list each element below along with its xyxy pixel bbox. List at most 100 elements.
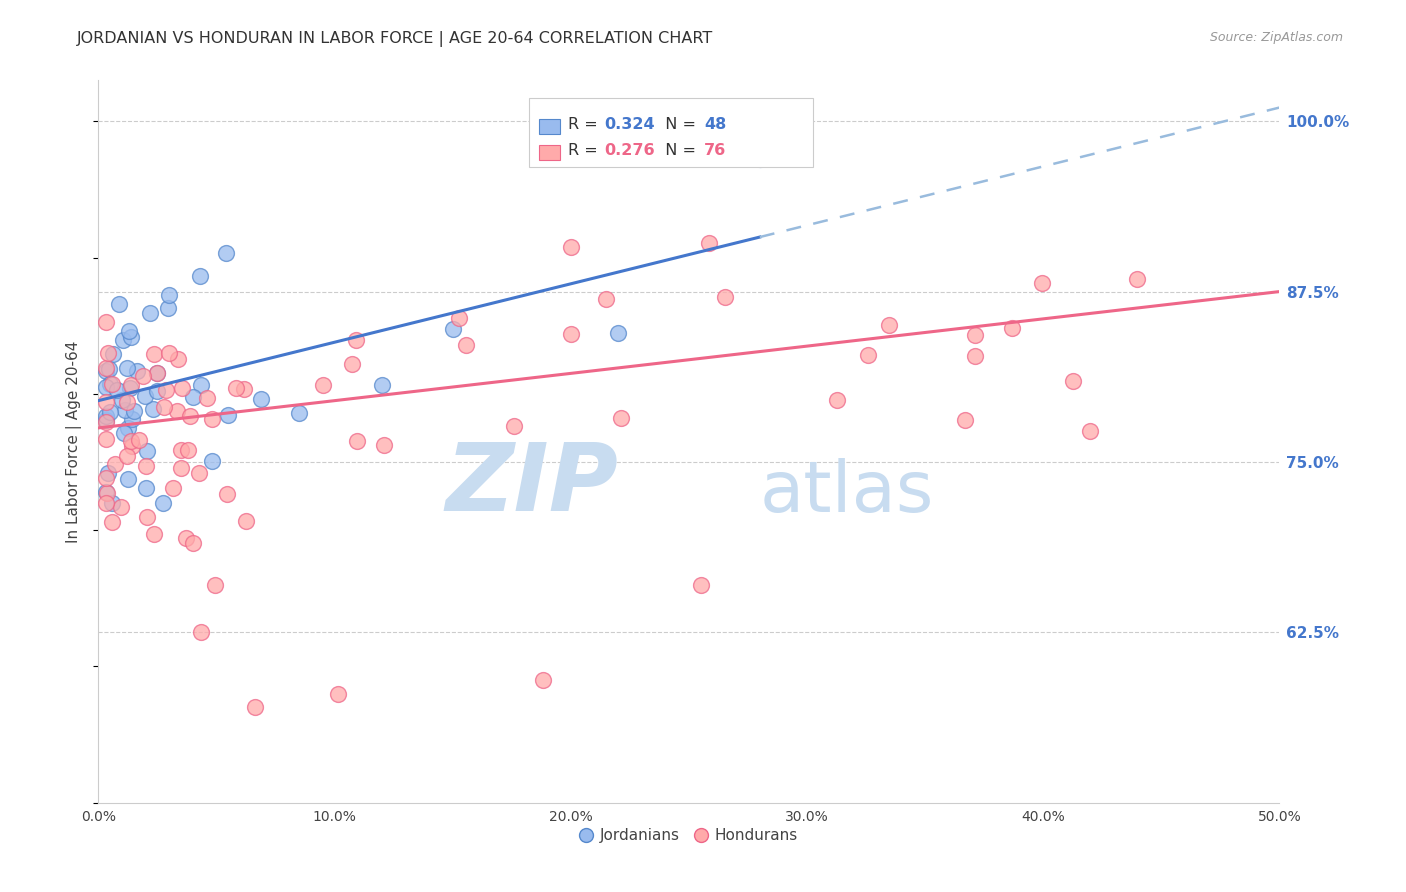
Point [135,444,157,458]
Point [965,349,987,363]
Point [97,361,120,376]
Point [170,461,193,475]
Text: N =: N = [655,143,700,158]
Point [1126,272,1149,286]
Text: ZIP: ZIP [446,439,619,531]
Text: 0.276: 0.276 [605,143,655,158]
Bar [530,98,813,167]
Point [96,486,118,500]
Point [146,366,169,380]
Point [172,381,194,395]
Point [326,687,349,701]
Point [108,297,131,311]
Point [94,485,117,500]
Point [121,439,143,453]
Point [162,481,184,495]
Point [146,366,169,380]
Point [344,333,367,347]
Point [120,330,142,344]
Point [111,392,134,407]
Point [346,434,368,448]
Point [115,449,138,463]
Point [112,426,135,441]
Point [502,418,524,433]
Point [120,434,142,448]
Point [94,360,117,375]
Point [94,364,117,378]
Point [166,351,188,366]
Point [232,382,254,396]
Point [101,376,124,391]
Point [856,348,879,362]
Point [177,443,200,458]
Point [166,404,188,418]
Point [560,327,582,342]
Text: JORDANIAN VS HONDURAN IN LABOR FORCE | AGE 20-64 CORRELATION CHART: JORDANIAN VS HONDURAN IN LABOR FORCE | A… [77,31,714,47]
Point [152,496,174,510]
Point [94,409,117,423]
Point [748,153,770,167]
Point [714,290,737,304]
Point [454,337,477,351]
Point [135,458,157,473]
Point [94,315,117,329]
Point [447,311,470,326]
Point [111,333,134,347]
Point [249,392,271,406]
Point [101,346,124,360]
Point [94,415,117,429]
Point [879,318,901,332]
Point [100,515,122,529]
Point [118,381,141,395]
Text: atlas: atlas [759,458,934,526]
Point [143,347,166,361]
Bar [538,145,560,160]
Point [1031,277,1053,291]
Point [104,457,127,471]
Point [235,514,257,528]
Point [288,406,311,420]
Point [1080,424,1102,438]
Point [179,409,201,424]
Point [531,673,554,687]
Point [142,401,165,416]
Point [560,240,582,254]
Point [181,536,204,550]
Text: 0.324: 0.324 [605,117,655,132]
Point [201,454,224,468]
Point [690,577,713,591]
Point [441,321,464,335]
Point [136,509,159,524]
Point [98,376,121,391]
Point [120,378,142,392]
Point [146,384,169,399]
Point [609,410,631,425]
Point [127,364,149,378]
Point [94,394,117,409]
Point [155,383,177,397]
Point [139,306,162,320]
Text: N =: N = [655,117,700,132]
Point [97,346,120,360]
Point [953,413,976,427]
Point [225,381,247,395]
Point [188,467,211,481]
Point [195,391,218,405]
Point [595,293,617,307]
Point [143,527,166,541]
Point [157,346,180,360]
Point [190,377,212,392]
Text: R =: R = [568,117,603,132]
Point [117,394,139,409]
Point [1062,374,1084,388]
Point [190,625,212,640]
Point [204,577,226,591]
Point [122,404,145,418]
Point [97,466,120,480]
Point [110,500,132,515]
Point [373,438,395,452]
Point [312,378,335,392]
Point [118,324,141,338]
Text: 48: 48 [704,117,727,132]
Point [697,236,720,251]
